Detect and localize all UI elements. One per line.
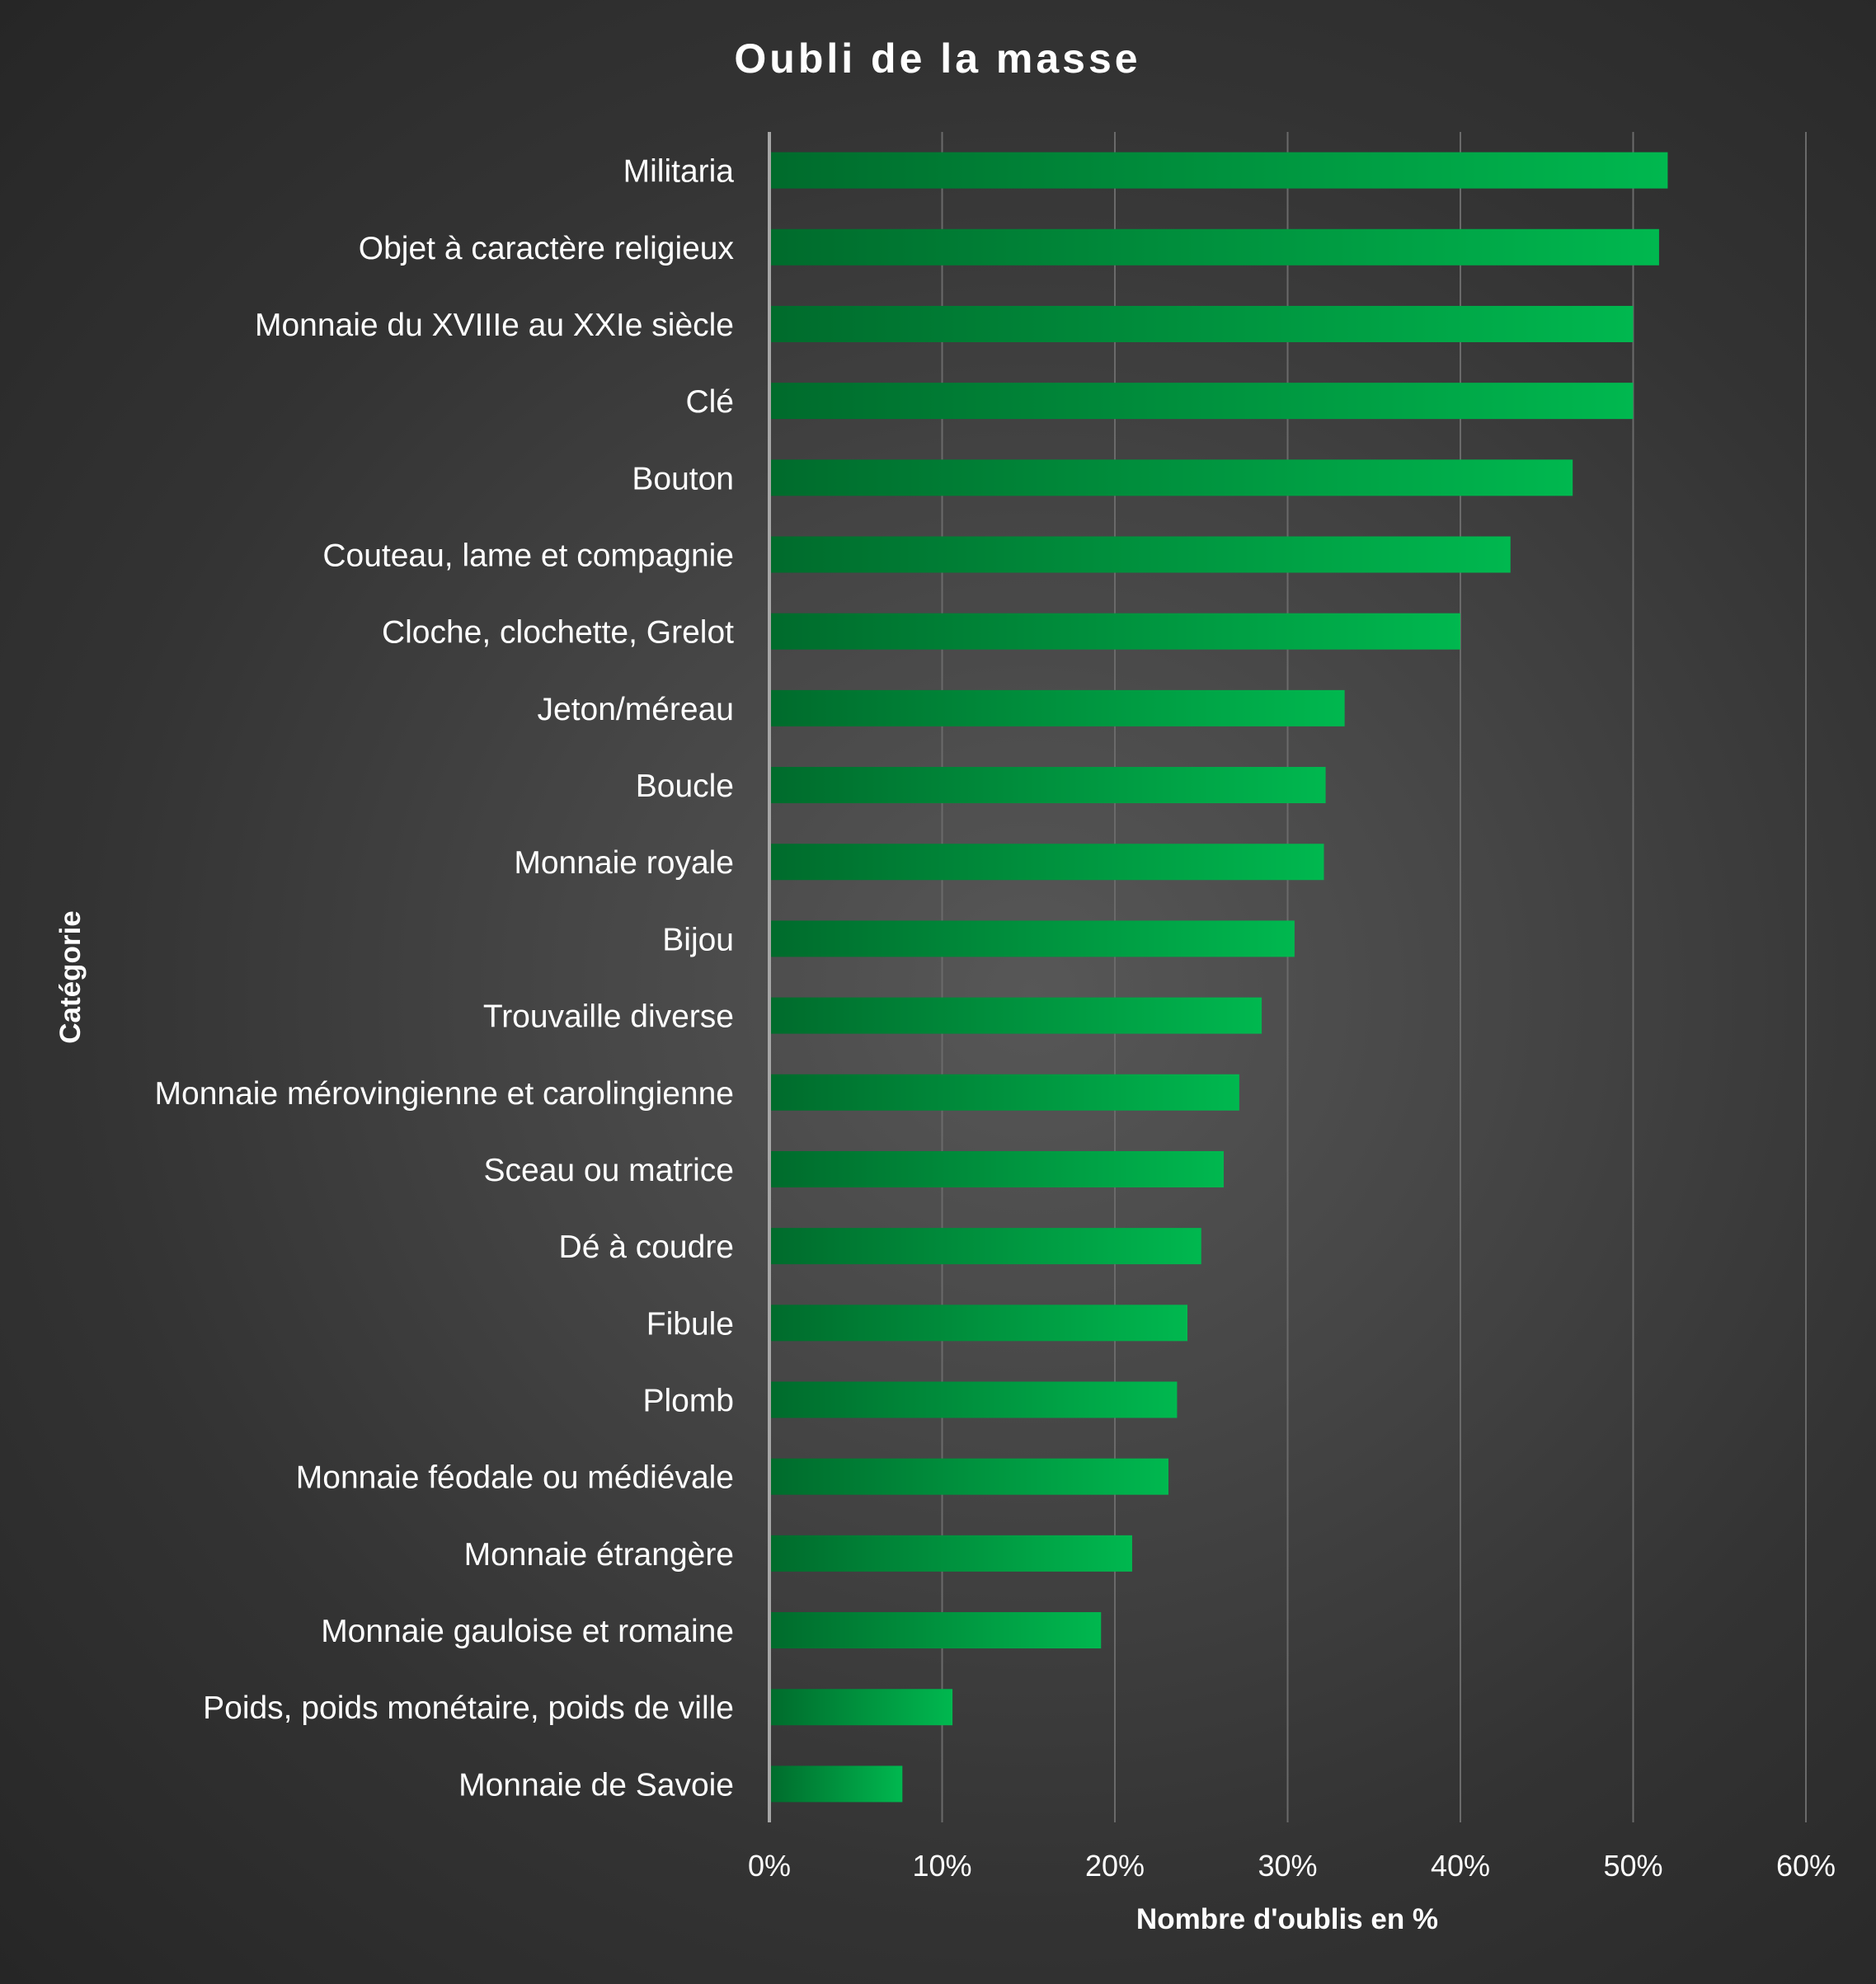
chart-title: Oubli de la masse bbox=[734, 35, 1140, 82]
bar bbox=[769, 1458, 1168, 1495]
category-label: Monnaie mérovingienne et carolingienne bbox=[155, 1076, 734, 1112]
category-label: Couteau, lame et compagnie bbox=[322, 538, 734, 574]
category-label: Bouton bbox=[632, 461, 734, 496]
bar bbox=[769, 767, 1326, 804]
category-labels: Militaria Objet à caractère religieux Monn… bbox=[155, 154, 735, 1803]
bar bbox=[769, 1074, 1239, 1111]
bar bbox=[769, 613, 1460, 650]
bar bbox=[769, 536, 1511, 573]
category-label: Monnaie féodale ou médiévale bbox=[296, 1460, 734, 1496]
bar bbox=[769, 1150, 1224, 1187]
y-axis-title: Catégorie bbox=[54, 910, 87, 1043]
bar bbox=[769, 1765, 903, 1803]
x-tick-label: 40% bbox=[1431, 1849, 1490, 1883]
category-label: Plomb bbox=[642, 1384, 734, 1419]
bar bbox=[769, 1612, 1102, 1649]
x-tick-label: 20% bbox=[1085, 1849, 1145, 1883]
bar bbox=[769, 1689, 953, 1726]
bar bbox=[769, 689, 1345, 726]
bar bbox=[769, 1228, 1201, 1265]
category-label: Monnaie royale bbox=[514, 845, 734, 881]
category-label: Jeton/méreau bbox=[538, 692, 734, 727]
x-tick-label: 0% bbox=[748, 1849, 791, 1883]
x-axis-title: Nombre d'oublis en % bbox=[1136, 1903, 1438, 1935]
bar bbox=[769, 1381, 1178, 1418]
bar bbox=[769, 844, 1324, 881]
bar bbox=[769, 228, 1659, 266]
bars bbox=[769, 152, 1668, 1803]
category-label: Clé bbox=[685, 384, 734, 420]
category-label: Cloche, clochette, Grelot bbox=[382, 615, 734, 651]
x-tick-label: 10% bbox=[912, 1849, 971, 1883]
category-label: Monnaie étrangère bbox=[464, 1537, 734, 1573]
x-tick-label: 60% bbox=[1776, 1849, 1836, 1883]
category-label: Bijou bbox=[662, 922, 734, 957]
category-label: Monnaie du XVIIIe au XXIe siècle bbox=[255, 308, 734, 343]
bar bbox=[769, 1305, 1187, 1342]
bar bbox=[769, 383, 1634, 420]
x-tick-label: 30% bbox=[1258, 1849, 1317, 1883]
bar bbox=[769, 152, 1668, 189]
category-label: Trouvaille diverse bbox=[483, 999, 734, 1035]
category-label: Boucle bbox=[636, 769, 734, 804]
bar bbox=[769, 1535, 1132, 1572]
x-tick-label: 50% bbox=[1603, 1849, 1662, 1883]
category-label: Militaria bbox=[623, 154, 735, 190]
category-label: Monnaie de Savoie bbox=[458, 1767, 734, 1803]
bar bbox=[769, 305, 1634, 342]
bar bbox=[769, 920, 1295, 957]
category-label: Sceau ou matrice bbox=[484, 1153, 735, 1188]
category-label: Objet à caractère religieux bbox=[359, 231, 735, 266]
x-tick-labels: 0% 10% 20% 30% 40% 50% 60% bbox=[748, 1849, 1836, 1883]
bar bbox=[769, 997, 1262, 1034]
category-label: Fibule bbox=[646, 1306, 734, 1342]
category-label: Monnaie gauloise et romaine bbox=[321, 1614, 734, 1649]
category-label: Poids, poids monétaire, poids de ville bbox=[203, 1690, 734, 1726]
category-label: Dé à coudre bbox=[559, 1229, 734, 1265]
bar bbox=[769, 459, 1573, 496]
